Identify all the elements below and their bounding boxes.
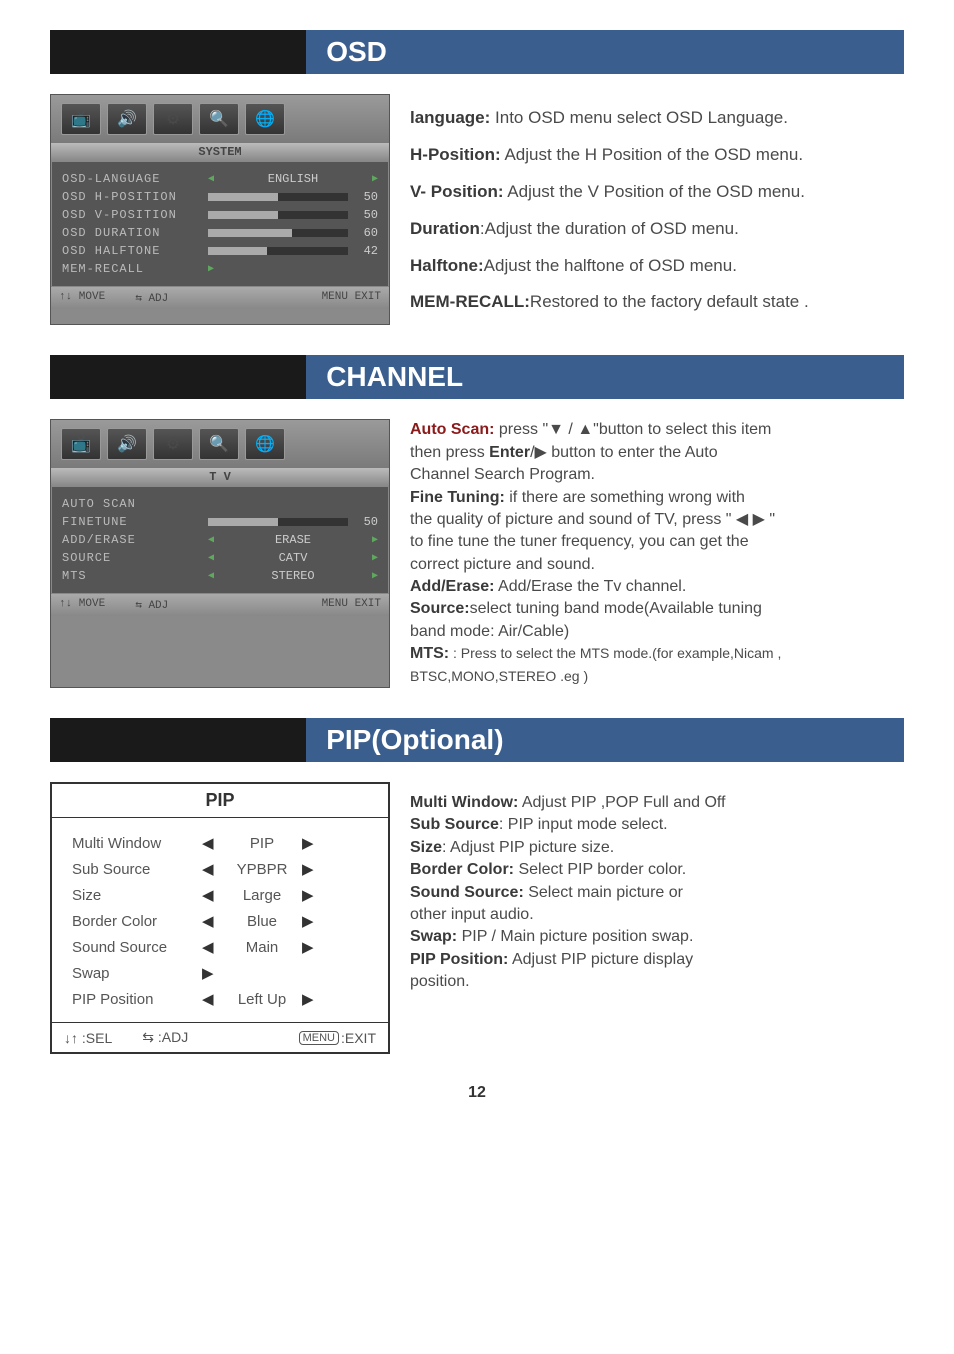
mts-label: MTS: [410,645,449,662]
txt: if there are something wrong with [505,489,745,506]
tile-icon: ⚙ [153,103,193,135]
size-label: Size [410,839,442,856]
osd-title: OSD [306,30,904,74]
header-pad [50,355,306,399]
txt: other input audio. [410,906,534,923]
txt: Adjust PIP picture display [508,951,693,968]
tile-icon: 🔍 [199,428,239,460]
foot-exit: MENU :EXIT [299,1029,376,1046]
foot-sel: ↓↑ :SEL [64,1029,112,1046]
mw-label: Multi Window: [410,794,518,811]
txt: Add/Erase the Tv channel. [494,578,686,595]
fine-label: Fine Tuning: [410,489,505,506]
osd-icons: 📺 🔊 ⚙ 🔍 🌐 [51,95,389,143]
osd-label-bar: SYSTEM [51,143,389,161]
header-pad [50,718,306,762]
footer-exit: MENU EXIT [322,598,381,612]
channel-row: 📺 🔊 ⚙ 🔍 🌐 T V AUTO SCANFINETUNE50ADD/ERA… [50,419,904,688]
footer-move: ↑↓ MOVE [59,598,105,612]
txt: Channel Search Program. [410,466,595,483]
osd-header: OSD [50,30,904,74]
enter-label: Enter [489,444,530,461]
header-pad [50,30,306,74]
tile-icon: 🔊 [107,428,147,460]
txt: : Adjust PIP picture size. [442,839,614,856]
pip-menu: PIP Multi Window◀PIP▶Sub Source◀YPBPR▶Si… [50,782,390,1054]
txt: to fine tune the tuner frequency, you ca… [410,533,749,550]
tile-icon: 📺 [61,103,101,135]
channel-body: AUTO SCANFINETUNE50ADD/ERASE◀ERASE▶SOURC… [51,486,389,594]
channel-header: CHANNEL [50,355,904,399]
auto-scan-label: Auto Scan: [410,421,494,438]
txt: press "▼ / ▲"button to select this item [494,421,771,438]
pp-label: PIP Position: [410,951,508,968]
pip-menu-footer: ↓↑ :SEL ⇆ :ADJ MENU :EXIT [52,1022,388,1052]
txt: position. [410,973,470,990]
txt: PIP / Main picture position swap. [457,928,693,945]
osd-footer: ↑↓ MOVE ⇆ ADJ MENU EXIT [51,287,389,309]
txt: : Press to select the MTS mode.(for exam… [449,645,781,661]
txt: Adjust PIP ,POP Full and Off [518,794,725,811]
channel-label-bar: T V [51,468,389,486]
channel-screenshot: 📺 🔊 ⚙ 🔍 🌐 T V AUTO SCANFINETUNE50ADD/ERA… [50,419,390,688]
txt: then press [410,444,489,461]
txt: band mode: Air/Cable) [410,623,569,640]
osd-screenshot: 📺 🔊 ⚙ 🔍 🌐 SYSTEM OSD-LANGUAGE◀ENGLISH▶OS… [50,94,390,325]
txt: select tuning band mode(Available tuning [470,600,762,617]
osd-icons: 📺 🔊 ⚙ 🔍 🌐 [51,420,389,468]
txt: correct picture and sound. [410,556,595,573]
swap-label: Swap: [410,928,457,945]
footer-move: ↑↓ MOVE [59,291,105,305]
pip-menu-body: Multi Window◀PIP▶Sub Source◀YPBPR▶Size◀L… [52,818,388,1022]
txt: Select PIP border color. [514,861,686,878]
channel-title: CHANNEL [306,355,904,399]
menu-box-icon: MENU [299,1031,339,1045]
tile-icon: 🌐 [245,103,285,135]
add-label: Add/Erase: [410,578,494,595]
osd-body: OSD-LANGUAGE◀ENGLISH▶OSD H-POSITION50OSD… [51,161,389,287]
tile-icon: 🔍 [199,103,239,135]
channel-footer: ↑↓ MOVE ⇆ ADJ MENU EXIT [51,594,389,616]
txt: : PIP input mode select. [499,816,668,833]
txt: Select main picture or [524,884,683,901]
page-number: 12 [50,1084,904,1102]
txt: BTSC,MONO,STEREO .eg ) [410,668,588,684]
footer-exit: MENU EXIT [322,291,381,305]
footer-adj: ⇆ ADJ [135,598,168,612]
pip-title: PIP(Optional) [306,718,904,762]
footer-adj: ⇆ ADJ [135,291,168,305]
snd-label: Sound Source: [410,884,524,901]
foot-adj: ⇆ :ADJ [142,1029,188,1046]
osd-row: 📺 🔊 ⚙ 🔍 🌐 SYSTEM OSD-LANGUAGE◀ENGLISH▶OS… [50,94,904,325]
tile-icon: 📺 [61,428,101,460]
ss-label: Sub Source [410,816,499,833]
source-label: Source: [410,600,470,617]
pip-menu-head: PIP [52,784,388,818]
pip-desc: Multi Window: Adjust PIP ,POP Full and O… [410,782,904,1054]
txt: the quality of picture and sound of TV, … [410,511,775,528]
pip-row: PIP Multi Window◀PIP▶Sub Source◀YPBPR▶Si… [50,782,904,1054]
bc-label: Border Color: [410,861,514,878]
osd-desc: language: Into OSD menu select OSD Langu… [410,94,904,325]
tile-icon: 🌐 [245,428,285,460]
channel-desc: Auto Scan: press "▼ / ▲"button to select… [410,419,904,688]
tile-icon: 🔊 [107,103,147,135]
txt: /▶ button to enter the Auto [530,444,718,461]
pip-header: PIP(Optional) [50,718,904,762]
tile-icon: ⚙ [153,428,193,460]
